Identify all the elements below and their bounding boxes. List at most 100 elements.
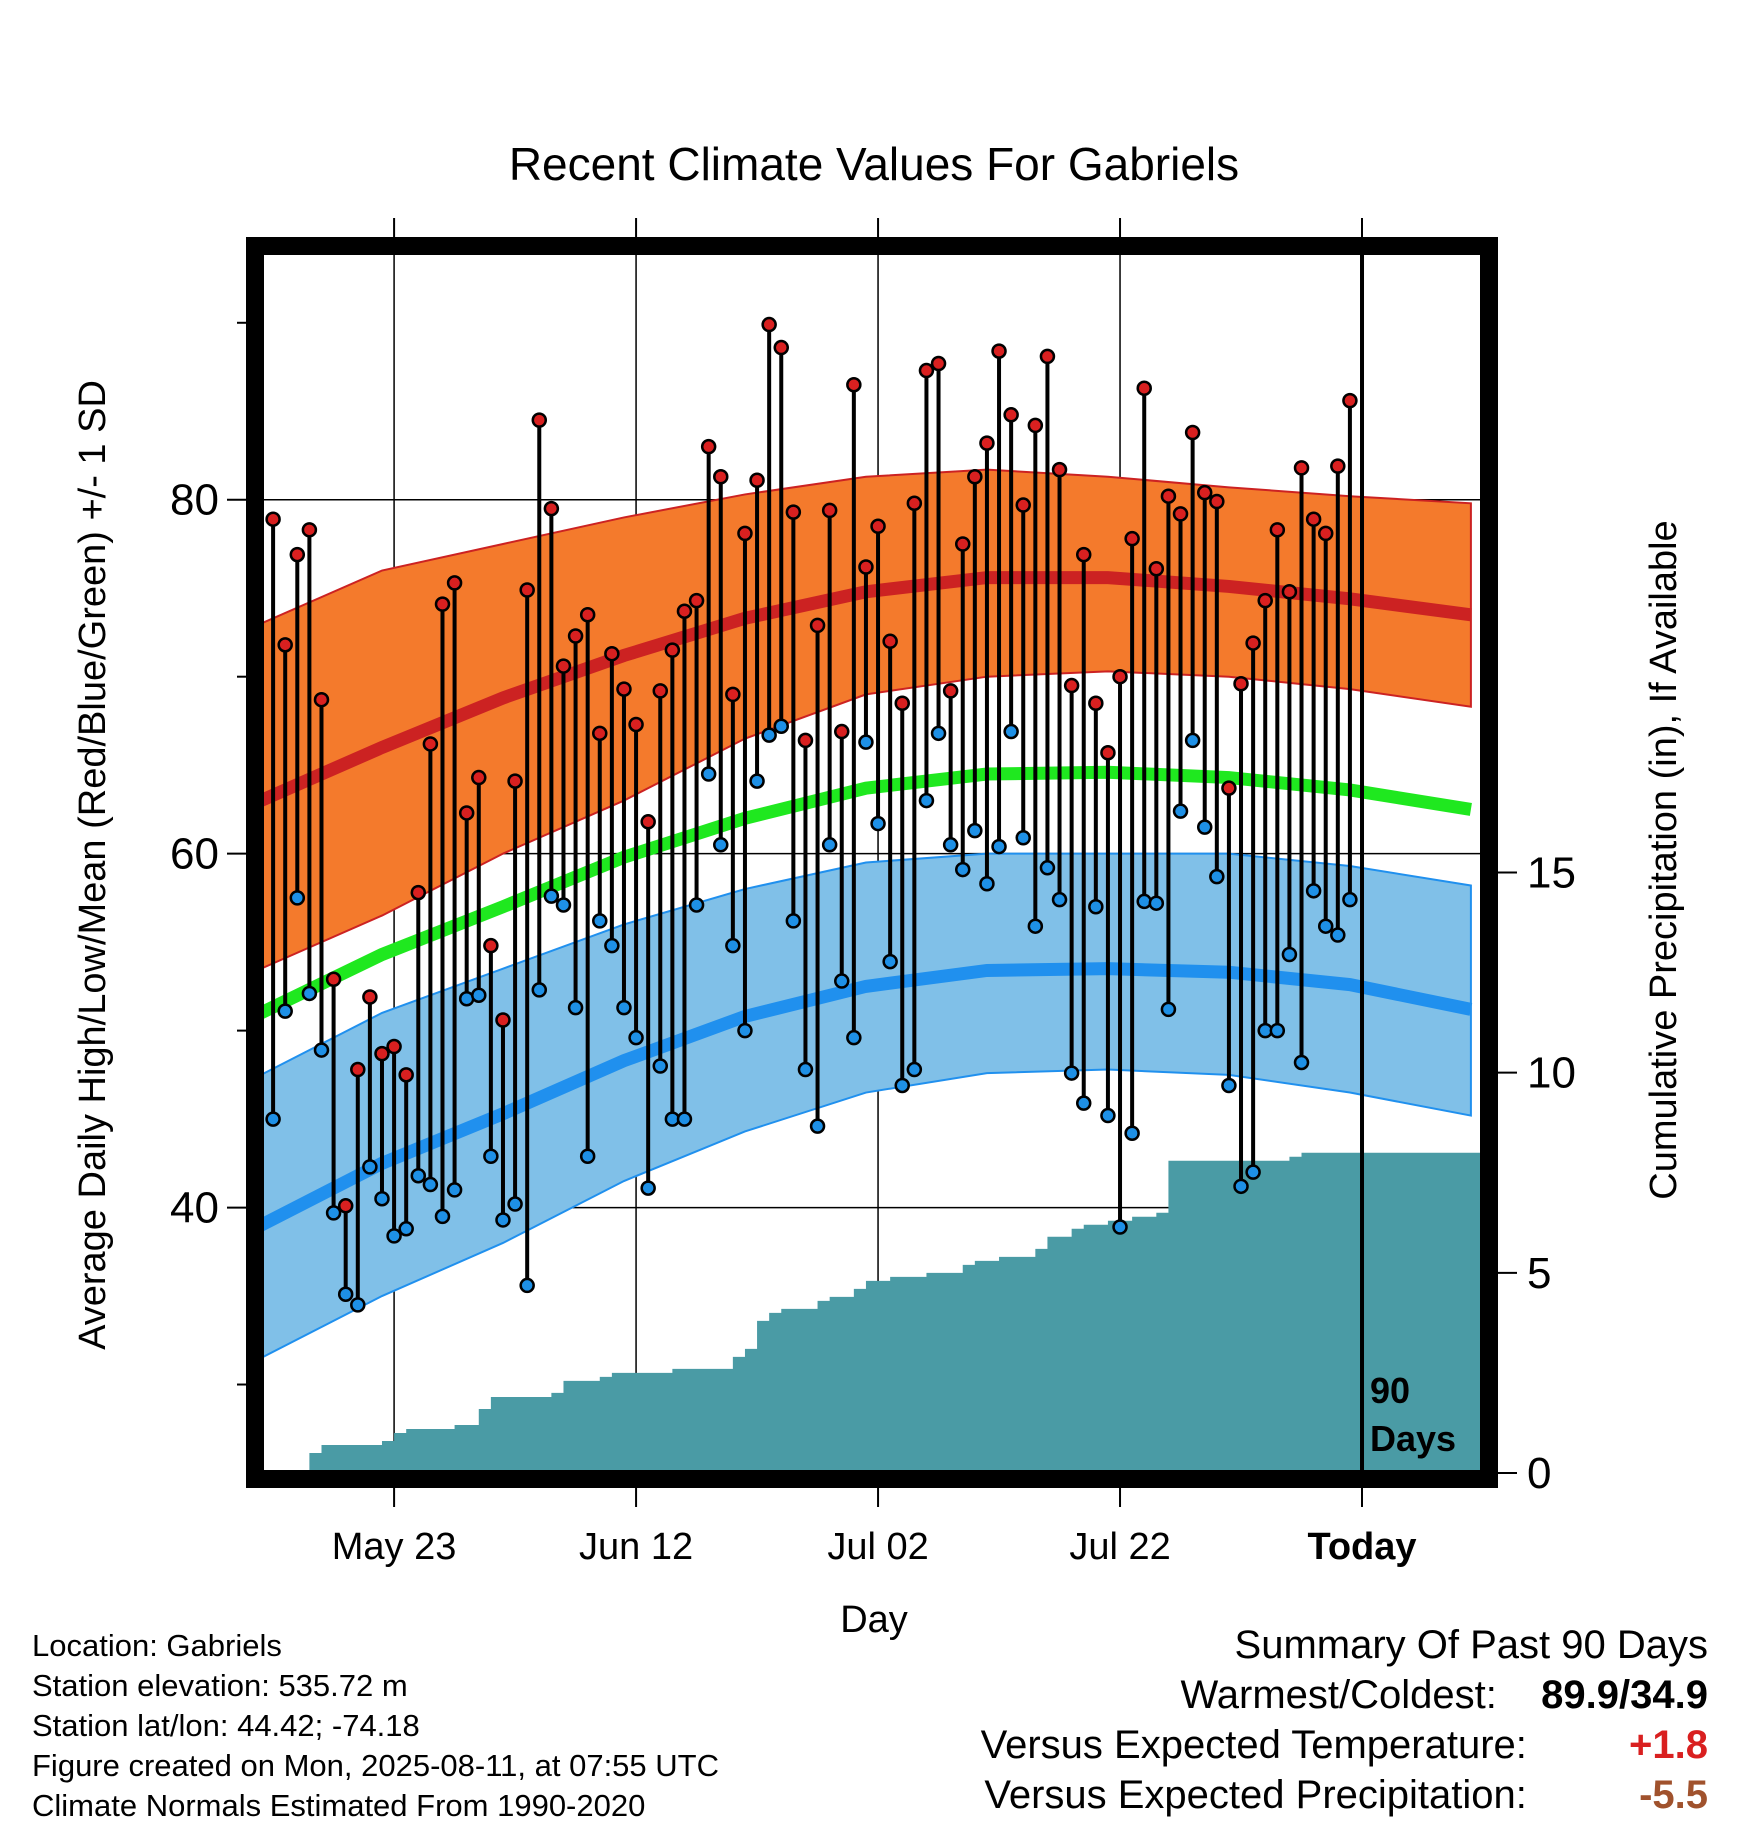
daily-low-point <box>616 999 632 1016</box>
daily-high-point <box>1305 511 1322 527</box>
daily-low-point <box>277 1003 293 1019</box>
daily-low-point <box>1063 1065 1080 1081</box>
daily-high-point <box>289 546 306 563</box>
daily-low-point <box>967 822 983 839</box>
daily-high-point <box>664 642 681 658</box>
daily-low-point <box>1027 918 1044 934</box>
warmest-coldest-value: 89.9/34.9 <box>1541 1673 1708 1717</box>
daily-high-point <box>579 607 596 623</box>
daily-high-point <box>507 773 523 789</box>
daily-low-point <box>688 897 705 913</box>
daily-low-point <box>1269 1022 1286 1039</box>
daily-low-point <box>906 1061 923 1078</box>
mean-normal-line <box>261 765 1472 1019</box>
location-text: Location: Gabriels <box>32 1628 282 1663</box>
daily-low-point <box>567 999 584 1016</box>
daily-low-point <box>350 1297 366 1313</box>
y-tick-label-right: 5 <box>1527 1249 1551 1298</box>
daily-low-point <box>773 718 790 734</box>
daily-low-point <box>1075 1095 1092 1111</box>
daily-low-point <box>713 837 729 853</box>
daily-low-point <box>1209 868 1225 885</box>
daily-high-point <box>1027 417 1044 434</box>
daily-low-point <box>483 1148 499 1164</box>
daily-high-point <box>737 525 753 542</box>
daily-low-point <box>1172 803 1189 819</box>
daily-low-point <box>1317 918 1334 934</box>
daily-low-point <box>398 1221 414 1237</box>
daily-high-point <box>640 814 656 830</box>
precip-anomaly-value: -5.5 <box>1639 1773 1708 1817</box>
x-tick-label: Jul 22 <box>1069 1526 1170 1568</box>
daily-high-point <box>846 376 862 393</box>
daily-high-point <box>773 339 790 356</box>
daily-low-point <box>519 1277 535 1294</box>
daily-low-point <box>422 1176 439 1193</box>
today-marker-label: 90 <box>1370 1370 1410 1411</box>
warmest-coldest-row: Warmest/Coldest: 89.9/34.9 <box>981 1670 1709 1720</box>
daily-low-point <box>265 1111 281 1127</box>
daily-high-point <box>1293 460 1310 476</box>
warmest-coldest-label: Warmest/Coldest: <box>1180 1673 1497 1717</box>
daily-high-point <box>495 1012 511 1028</box>
daily-high-point <box>918 362 935 379</box>
daily-high-point <box>797 732 814 749</box>
daily-low-point <box>918 792 935 809</box>
daily-high-point <box>410 884 427 901</box>
temp-anomaly-value: +1.8 <box>1629 1723 1708 1767</box>
daily-low-point <box>894 1077 910 1094</box>
axes: May 23 Jun 12 Jul 02 Jul 22 Today 40 60 80 0 5 10 1… <box>170 218 1576 1568</box>
latlon-text: Station lat/lon: 44.42; -74.18 <box>32 1708 420 1743</box>
y-axis-label-left: Average Daily High/Low/Mean (Red/Blue/Gr… <box>72 380 114 1350</box>
daily-low-point <box>531 982 548 998</box>
daily-low-point <box>1148 895 1165 911</box>
summary-panel: Summary Of Past 90 Days Warmest/Coldest:… <box>981 1620 1708 1820</box>
summary-heading: Summary Of Past 90 Days <box>1234 1623 1708 1667</box>
daily-high-point <box>337 1198 354 1214</box>
normals-source-text: Climate Normals Estimated From 1990-2020 <box>32 1788 646 1823</box>
daily-low-point <box>1245 1164 1261 1180</box>
daily-high-point <box>991 343 1007 359</box>
daily-low-point <box>555 897 572 913</box>
precip-cumulative-area <box>261 1152 1483 1473</box>
daily-low-point <box>1342 891 1358 908</box>
daily-low-point <box>761 727 777 743</box>
daily-high-point <box>749 472 765 489</box>
daily-low-point <box>1051 891 1068 908</box>
daily-high-point <box>616 681 632 697</box>
daily-high-point <box>422 736 439 752</box>
daily-low-point <box>1088 898 1104 915</box>
daily-low-point <box>991 838 1007 855</box>
daily-high-point <box>1342 392 1358 409</box>
daily-high-point <box>1039 348 1056 365</box>
daily-high-point <box>386 1038 402 1055</box>
daily-low-point <box>337 1286 354 1303</box>
daily-low-point <box>785 913 802 929</box>
daily-high-point <box>1330 458 1346 474</box>
created-text: Figure created on Mon, 2025-08-11, at 07… <box>32 1748 719 1783</box>
daily-high-point <box>1172 506 1189 522</box>
daily-low-point <box>1330 927 1346 943</box>
daily-low-point <box>301 985 318 1002</box>
daily-high-point <box>567 628 584 644</box>
today-marker-label: Days <box>1370 1418 1456 1459</box>
temp-anomaly-label: Versus Expected Temperature: <box>980 1723 1527 1767</box>
daily-low-point <box>700 766 717 782</box>
daily-low-point <box>954 861 971 878</box>
elevation-text: Station elevation: 535.72 m <box>32 1668 408 1703</box>
daily-low-point <box>1003 723 1019 740</box>
daily-high-point <box>1233 676 1249 692</box>
y-tick-label-left: 40 <box>170 1184 219 1233</box>
daily-high-point <box>1124 530 1140 547</box>
daily-high-point <box>543 500 560 517</box>
daily-low-point <box>579 1148 596 1164</box>
daily-high-point <box>894 695 910 711</box>
daily-low-point <box>313 1042 330 1058</box>
daily-high-point <box>1160 488 1177 504</box>
plot-frame <box>246 237 1498 1488</box>
daily-low-point <box>809 1118 826 1134</box>
daily-low-point <box>592 913 608 929</box>
daily-high-point <box>350 1061 366 1078</box>
daily-high-point <box>628 716 644 733</box>
